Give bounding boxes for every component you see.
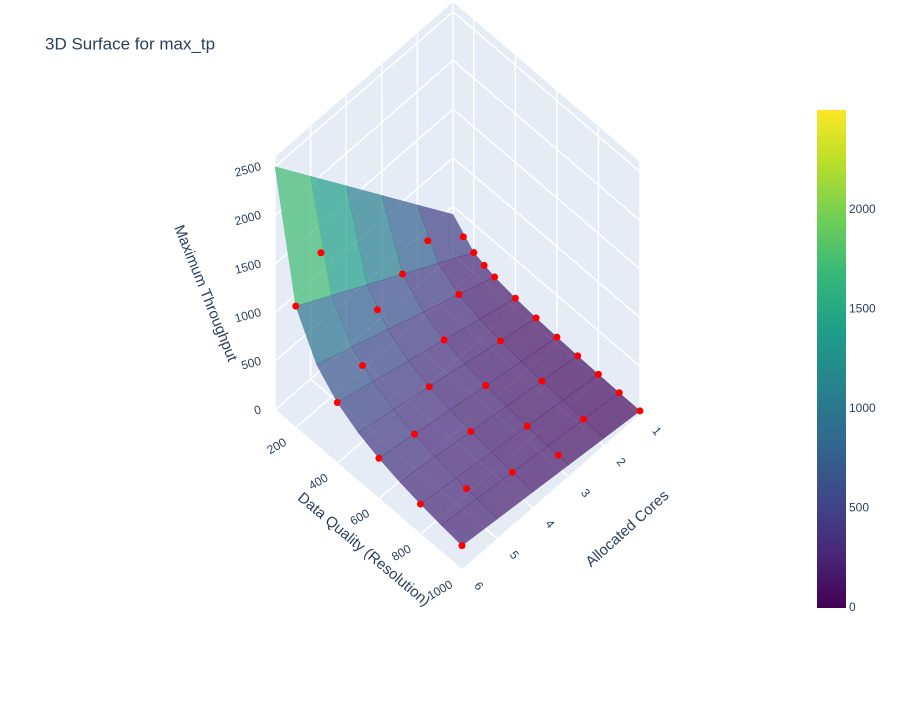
y-tick-label: 200 — [265, 435, 290, 457]
scatter-point — [482, 382, 490, 390]
scatter-point — [636, 407, 644, 415]
scene: 1234562004006008001000050010001500200025… — [170, 2, 672, 610]
scatter-point — [508, 468, 516, 476]
scatter-point — [538, 377, 546, 385]
scatter-point — [410, 430, 418, 438]
scatter-point — [416, 500, 424, 508]
scatter-point — [580, 415, 588, 423]
z-axis-title: Maximum Throughput — [170, 223, 241, 365]
x-tick-label: 2 — [614, 455, 629, 469]
y-tick-label: 600 — [348, 506, 373, 528]
y-tick-label: 800 — [389, 542, 414, 564]
grid-line — [452, 108, 641, 270]
scatter-point — [459, 233, 467, 241]
x-tick-label: 6 — [471, 579, 486, 593]
scatter-point — [359, 362, 367, 370]
z-tick-label: 1500 — [233, 256, 263, 277]
scatter-point — [425, 383, 433, 391]
scatter-point — [424, 237, 432, 245]
scatter-point — [511, 294, 519, 302]
scatter-point — [375, 454, 383, 462]
x-axis-title: Allocated Cores — [582, 487, 672, 570]
scatter-point — [532, 314, 540, 322]
scatter-point — [440, 336, 448, 344]
scatter-point — [467, 428, 475, 436]
z-tick-label: 1000 — [233, 305, 263, 326]
scatter-point — [497, 337, 505, 345]
scatter-point — [615, 389, 623, 397]
scatter-point — [480, 261, 488, 269]
scatter-point — [462, 484, 470, 492]
scatter-point — [399, 270, 407, 278]
scatter-point — [470, 249, 478, 257]
scatter-point — [574, 352, 582, 360]
scatter-point — [553, 333, 561, 341]
colorbar-tick-label: 0 — [849, 600, 856, 614]
z-tick-label: 2500 — [233, 159, 263, 180]
grid-line — [452, 157, 641, 319]
z-tick-label: 2000 — [233, 208, 263, 229]
colorbar-tick-label: 2000 — [849, 202, 876, 216]
colorbar — [817, 110, 846, 608]
x-tick-label: 5 — [507, 548, 522, 562]
grid-line — [452, 205, 641, 367]
colorbar-tick-label: 1500 — [849, 301, 876, 315]
x-tick-label: 4 — [542, 517, 557, 531]
scatter-point — [455, 291, 463, 299]
scatter-point — [292, 302, 300, 310]
scatter-point — [554, 451, 562, 459]
grid-line — [274, 11, 454, 168]
scatter-point — [373, 306, 381, 314]
colorbar-tick-label: 500 — [849, 501, 869, 515]
scatter-point — [594, 370, 602, 378]
scatter-point — [491, 273, 499, 281]
x-tick-label: 3 — [578, 486, 593, 500]
grid-line — [452, 11, 641, 173]
z-tick-label: 0 — [253, 402, 263, 417]
scatter-point — [523, 422, 531, 430]
x-tick-label: 1 — [649, 424, 664, 438]
grid-line — [274, 409, 463, 571]
grid-line — [452, 59, 641, 221]
grid-line — [461, 414, 641, 571]
z-tick-label: 500 — [240, 354, 263, 373]
scatter-point — [458, 542, 466, 550]
colorbar-tick-label: 1000 — [849, 401, 876, 415]
chart-title: 3D Surface for max_tp — [45, 34, 215, 53]
scatter-point — [333, 399, 341, 407]
back-wall — [453, 2, 640, 415]
y-tick-label: 400 — [306, 470, 331, 492]
scatter-point — [317, 249, 325, 257]
